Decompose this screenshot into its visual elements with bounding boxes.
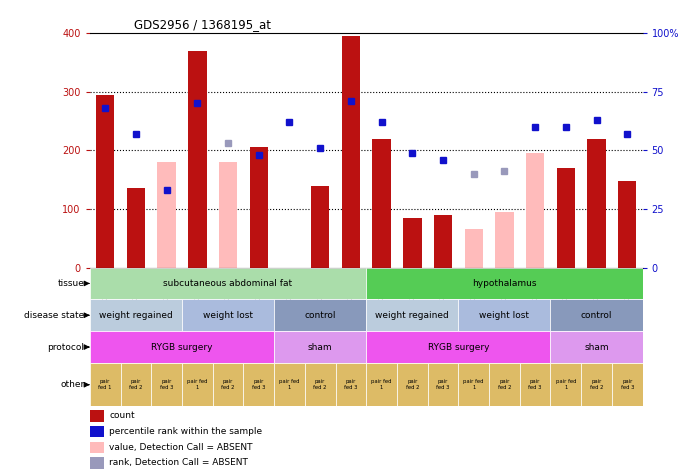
Bar xyxy=(520,363,551,407)
Bar xyxy=(551,363,581,407)
Text: pair fed
1: pair fed 1 xyxy=(556,379,576,390)
Text: subcutaneous abdominal fat: subcutaneous abdominal fat xyxy=(164,279,292,288)
Bar xyxy=(581,363,612,407)
Bar xyxy=(403,218,422,267)
Text: pair
fed 3: pair fed 3 xyxy=(436,379,450,390)
Bar xyxy=(274,331,366,363)
Text: pair
fed 2: pair fed 2 xyxy=(221,379,235,390)
Bar xyxy=(434,215,452,267)
Bar xyxy=(557,168,575,267)
Text: pair
fed 2: pair fed 2 xyxy=(498,379,511,390)
Text: other: other xyxy=(60,380,84,389)
Bar xyxy=(612,363,643,407)
Text: pair
fed 3: pair fed 3 xyxy=(529,379,542,390)
Bar xyxy=(551,331,643,363)
Text: sham: sham xyxy=(585,343,609,352)
Bar xyxy=(489,363,520,407)
Bar xyxy=(90,426,104,437)
Bar xyxy=(526,153,545,267)
Bar xyxy=(120,363,151,407)
Bar xyxy=(464,229,483,267)
Bar xyxy=(158,162,176,267)
Bar xyxy=(96,95,115,267)
Text: weight lost: weight lost xyxy=(480,311,529,320)
Text: weight lost: weight lost xyxy=(203,311,253,320)
Bar xyxy=(188,51,207,267)
Text: weight regained: weight regained xyxy=(99,311,173,320)
Text: sham: sham xyxy=(308,343,332,352)
Text: pair
fed 2: pair fed 2 xyxy=(129,379,142,390)
Text: RYGB surgery: RYGB surgery xyxy=(151,343,213,352)
Text: hypothalamus: hypothalamus xyxy=(472,279,537,288)
Bar xyxy=(151,363,182,407)
Bar xyxy=(311,185,330,267)
Text: pair
fed 3: pair fed 3 xyxy=(160,379,173,390)
Bar xyxy=(126,189,145,267)
Bar xyxy=(249,147,268,267)
Bar xyxy=(366,300,458,331)
Bar xyxy=(587,138,606,267)
Bar xyxy=(243,363,274,407)
Text: pair
fed 1: pair fed 1 xyxy=(98,379,112,390)
Text: rank, Detection Call = ABSENT: rank, Detection Call = ABSENT xyxy=(109,458,248,467)
Text: control: control xyxy=(305,311,336,320)
Text: pair
fed 2: pair fed 2 xyxy=(314,379,327,390)
Bar xyxy=(366,267,643,300)
Bar xyxy=(458,300,551,331)
Text: pair
fed 3: pair fed 3 xyxy=(344,379,357,390)
Text: pair
fed 3: pair fed 3 xyxy=(252,379,265,390)
Text: tissue: tissue xyxy=(57,279,84,288)
Text: percentile rank within the sample: percentile rank within the sample xyxy=(109,427,263,436)
Bar xyxy=(213,363,243,407)
Bar xyxy=(341,36,360,267)
Bar xyxy=(90,363,120,407)
Bar xyxy=(372,138,391,267)
Bar xyxy=(182,300,274,331)
Text: disease state: disease state xyxy=(24,311,84,320)
Bar xyxy=(90,267,366,300)
Bar xyxy=(458,363,489,407)
Bar xyxy=(428,363,458,407)
Text: pair fed
1: pair fed 1 xyxy=(464,379,484,390)
Text: control: control xyxy=(581,311,612,320)
Bar xyxy=(274,363,305,407)
Text: pair
fed 2: pair fed 2 xyxy=(406,379,419,390)
Bar xyxy=(366,363,397,407)
Bar xyxy=(336,363,366,407)
Bar xyxy=(551,300,643,331)
Bar xyxy=(305,363,336,407)
Text: GDS2956 / 1368195_at: GDS2956 / 1368195_at xyxy=(134,18,271,31)
Bar xyxy=(90,442,104,453)
Bar xyxy=(90,410,104,421)
Bar xyxy=(495,212,513,267)
Text: pair
fed 3: pair fed 3 xyxy=(621,379,634,390)
Text: value, Detection Call = ABSENT: value, Detection Call = ABSENT xyxy=(109,443,253,452)
Bar xyxy=(618,181,636,267)
Text: RYGB surgery: RYGB surgery xyxy=(428,343,489,352)
Bar xyxy=(90,300,182,331)
Bar xyxy=(90,331,274,363)
Bar xyxy=(182,363,213,407)
Bar xyxy=(90,457,104,469)
Bar xyxy=(397,363,428,407)
Text: pair fed
1: pair fed 1 xyxy=(279,379,300,390)
Text: pair
fed 2: pair fed 2 xyxy=(590,379,603,390)
Text: weight regained: weight regained xyxy=(375,311,449,320)
Text: pair fed
1: pair fed 1 xyxy=(371,379,392,390)
Bar xyxy=(274,300,366,331)
Bar xyxy=(366,331,551,363)
Text: pair fed
1: pair fed 1 xyxy=(187,379,207,390)
Text: protocol: protocol xyxy=(47,343,84,352)
Text: count: count xyxy=(109,411,135,420)
Bar xyxy=(219,162,237,267)
